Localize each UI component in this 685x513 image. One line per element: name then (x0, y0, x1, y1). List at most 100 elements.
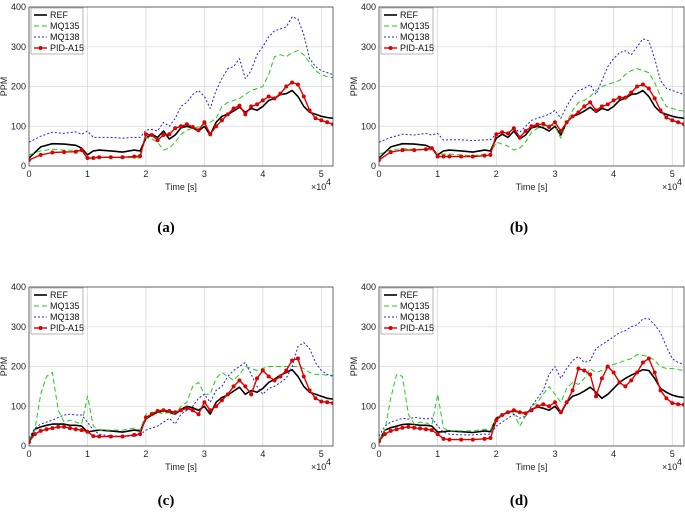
series-line-ref (29, 89, 333, 159)
data-point-pid-a15 (301, 374, 306, 379)
series-line-mq138 (29, 342, 333, 439)
series-line-mq138 (379, 318, 684, 437)
x-tick-label: 5 (670, 449, 675, 459)
series-pid-a15-group (29, 356, 333, 445)
data-point-pid-a15 (73, 149, 78, 154)
data-point-pid-a15 (266, 374, 271, 379)
data-point-pid-a15 (62, 424, 67, 429)
data-point-pid-a15 (167, 132, 172, 137)
data-point-pid-a15 (161, 132, 166, 137)
x-multiplier: ×10 (311, 462, 326, 472)
data-point-pid-a15 (576, 366, 581, 371)
data-point-pid-a15 (44, 427, 49, 432)
data-point-pid-a15 (132, 432, 137, 437)
data-point-pid-a15 (32, 432, 37, 437)
legend-label-ref: REF (50, 290, 69, 300)
data-point-pid-a15 (38, 428, 43, 433)
data-point-pid-a15 (447, 154, 452, 159)
data-point-pid-a15 (278, 374, 283, 379)
data-point-pid-a15 (547, 125, 552, 130)
data-point-pid-a15 (658, 388, 663, 393)
data-point-pid-a15 (605, 364, 610, 369)
data-point-pid-a15 (640, 360, 645, 365)
data-point-pid-a15 (313, 116, 318, 121)
data-point-pid-a15 (331, 401, 333, 406)
data-point-pid-a15 (670, 118, 675, 123)
data-point-pid-a15 (307, 108, 312, 113)
data-point-pid-a15 (29, 158, 31, 163)
data-point-pid-a15 (260, 98, 265, 103)
series-ref-group (29, 89, 333, 159)
data-point-pid-a15 (541, 402, 546, 407)
data-point-pid-a15 (272, 378, 277, 383)
x-tick-label: 3 (552, 449, 557, 459)
x-tick-label: 5 (319, 169, 324, 179)
legend-label-pid-a15: PID-A15 (400, 323, 434, 333)
data-point-pid-a15 (652, 96, 657, 101)
data-point-pid-a15 (167, 409, 172, 414)
data-point-pid-a15 (564, 120, 569, 125)
x-tick-label: 4 (260, 449, 265, 459)
data-point-pid-a15 (429, 146, 434, 151)
series-line-ref (29, 368, 333, 443)
data-point-pid-a15 (255, 376, 259, 381)
data-point-pid-a15 (108, 434, 113, 439)
data-point-pid-a15 (629, 378, 634, 383)
data-point-pid-a15 (529, 408, 534, 413)
series-line-mq138 (379, 38, 684, 143)
y-axis-label: PPM (349, 77, 359, 97)
data-point-pid-a15 (459, 437, 464, 442)
y-axis-label: PPM (349, 357, 359, 377)
y-tick-label: 0 (371, 441, 376, 451)
data-point-pid-a15 (388, 150, 393, 155)
data-point-pid-a15 (29, 440, 31, 445)
data-point-pid-a15 (682, 122, 684, 127)
x-tick-label: 2 (494, 449, 499, 459)
data-point-pid-a15 (295, 82, 300, 87)
data-point-pid-a15 (173, 410, 178, 415)
data-point-pid-a15 (249, 104, 254, 109)
data-point-pid-a15 (184, 406, 189, 411)
data-point-pid-a15 (208, 408, 213, 413)
data-point-pid-a15 (243, 112, 248, 117)
data-point-pid-a15 (290, 358, 295, 363)
data-point-pid-a15 (640, 82, 645, 87)
data-point-pid-a15 (664, 396, 669, 401)
data-point-pid-a15 (541, 121, 546, 126)
y-tick-label: 300 (361, 42, 376, 52)
data-point-pid-a15 (488, 436, 493, 441)
data-point-pid-a15 (161, 408, 166, 413)
x-tick-label: 0 (26, 449, 31, 459)
y-tick-label: 100 (361, 121, 376, 131)
data-point-pid-a15 (237, 378, 242, 383)
data-point-pid-a15 (412, 425, 417, 430)
y-tick-label: 100 (361, 401, 376, 411)
x-tick-label: 5 (670, 169, 675, 179)
x-tick-label: 2 (143, 169, 148, 179)
data-point-pid-a15 (231, 384, 236, 389)
data-point-pid-a15 (295, 356, 300, 361)
data-point-pid-a15 (120, 434, 125, 439)
data-point-pid-a15 (196, 128, 201, 133)
data-point-pid-a15 (582, 104, 587, 109)
data-point-pid-a15 (394, 427, 399, 432)
data-point-pid-a15 (214, 404, 219, 409)
data-point-pid-a15 (272, 96, 277, 101)
x-tick-label: 4 (611, 449, 616, 459)
data-point-pid-a15 (225, 112, 230, 117)
data-point-pid-a15 (441, 154, 446, 159)
x-multiplier-exponent: 4 (326, 177, 331, 187)
x-multiplier-exponent: 4 (677, 177, 682, 187)
data-point-pid-a15 (219, 118, 224, 123)
data-point-pid-a15 (319, 118, 324, 123)
data-point-pid-a15 (50, 426, 55, 431)
data-point-pid-a15 (62, 150, 67, 155)
data-point-pid-a15 (635, 84, 640, 89)
data-point-pid-a15 (488, 152, 493, 157)
y-tick-label: 0 (21, 441, 26, 451)
data-point-pid-a15 (406, 424, 411, 429)
axes-frame (28, 6, 334, 167)
